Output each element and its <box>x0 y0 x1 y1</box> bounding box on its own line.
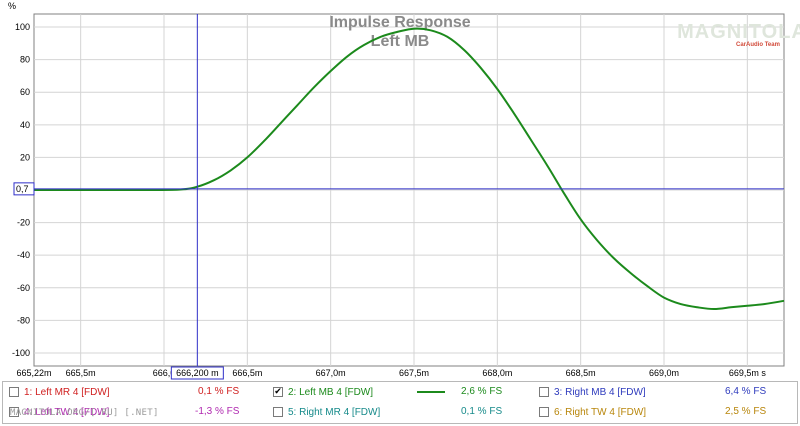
legend-checkbox[interactable] <box>539 387 549 397</box>
legend-item[interactable]: ✔ 2: Left MB 4 [FDW] <box>273 382 373 402</box>
legend-panel: 1: Left MR 4 [FDW] 0,1 % FS ✔ 2: Left MB… <box>2 381 798 424</box>
legend-row: 1: Left MR 4 [FDW] 0,1 % FS ✔ 2: Left MB… <box>3 382 797 402</box>
cursor-y-readout: 0,7 <box>16 184 29 194</box>
legend-label: 2: Left MB 4 [FDW] <box>288 386 374 398</box>
grid-lines <box>34 14 784 366</box>
legend-line-swatch <box>417 391 445 393</box>
legend-item[interactable]: 5: Right MR 4 [FDW] <box>273 402 380 422</box>
y-tick-label: -100 <box>12 348 30 358</box>
impulse-response-chart[interactable]: 100806040200-20-40-60-80-100665,22m665,5… <box>0 0 800 380</box>
cursor-y-readout-box <box>13 182 35 196</box>
y-tick-label: 40 <box>20 120 30 130</box>
cursor-x-readout-box <box>170 366 224 380</box>
legend-value: 0,1 % FS <box>198 386 240 397</box>
series-line-left-mb <box>33 27 785 311</box>
y-tick-label: -80 <box>17 315 30 325</box>
logo: MAGNITOLA CarAudio Team <box>677 21 800 48</box>
x-tick-label: 665,5m <box>66 368 96 378</box>
logo-subtext: CarAudio Team <box>736 42 780 48</box>
legend-label: 6: Right TW 4 [FDW] <box>554 406 647 418</box>
cursor-x-readout: 666,200 m <box>176 368 219 378</box>
legend-label: 3: Right MB 4 [FDW] <box>554 386 646 398</box>
x-tick-label: 668,5m <box>566 368 596 378</box>
legend-checkbox[interactable] <box>273 407 283 417</box>
legend-label: 5: Right MR 4 [FDW] <box>288 406 381 418</box>
cursor[interactable]: 0,7 666,200 m <box>13 14 784 380</box>
x-tick-label: 665,22m <box>16 368 51 378</box>
y-tick-label: 80 <box>20 55 30 65</box>
legend-label: 4: Left TW 4 [FDW] <box>24 406 110 418</box>
y-tick-label: 20 <box>20 152 30 162</box>
series-traces <box>33 27 785 311</box>
x-tick-label: 666,0 <box>153 368 176 378</box>
site-watermark: MAGNITOLA.ORG/[.RU] [.NET] <box>10 408 159 418</box>
legend-label: 1: Left MR 4 [FDW] <box>24 386 110 398</box>
legend-checkbox[interactable] <box>9 387 19 397</box>
legend-checkbox[interactable]: ✔ <box>273 387 283 397</box>
x-tick-label: 669,5m s <box>729 368 767 378</box>
y-tick-label: 100 <box>15 22 30 32</box>
y-tick-label: 60 <box>20 87 30 97</box>
y-tick-label: -60 <box>17 283 30 293</box>
logo-text: MAGNITOLA <box>677 21 800 43</box>
x-tick-label: 668,0m <box>482 368 512 378</box>
y-tick-label: -20 <box>17 218 30 228</box>
x-tick-label: 669,0m <box>649 368 679 378</box>
legend-item[interactable]: 3: Right MB 4 [FDW] <box>539 382 646 402</box>
legend-item[interactable]: 4: Left TW 4 [FDW] <box>9 402 109 422</box>
chart-subtitle: Left MB <box>371 33 430 50</box>
legend-checkbox[interactable] <box>9 407 19 417</box>
legend-row: 4: Left TW 4 [FDW] -1,3 % FS 5: Right MR… <box>3 402 797 422</box>
legend-value: 6,4 % FS <box>725 386 767 397</box>
y-tick-label: -40 <box>17 250 30 260</box>
x-tick-label: 667,0m <box>316 368 346 378</box>
legend-item[interactable]: 1: Left MR 4 [FDW] <box>9 382 110 402</box>
chart-title: Impulse Response <box>329 14 470 31</box>
y-axis-unit-label: % <box>8 1 16 11</box>
legend-value: 2,6 % FS <box>461 386 503 397</box>
legend-item[interactable]: 6: Right TW 4 [FDW] <box>539 402 646 422</box>
x-tick-label: 667,5m <box>399 368 429 378</box>
legend-value: 0,1 % FS <box>461 406 503 417</box>
legend-checkbox[interactable] <box>539 407 549 417</box>
x-tick-label: 666,5m <box>232 368 262 378</box>
legend-value: 2,5 % FS <box>725 406 767 417</box>
legend-value: -1,3 % FS <box>195 406 240 417</box>
